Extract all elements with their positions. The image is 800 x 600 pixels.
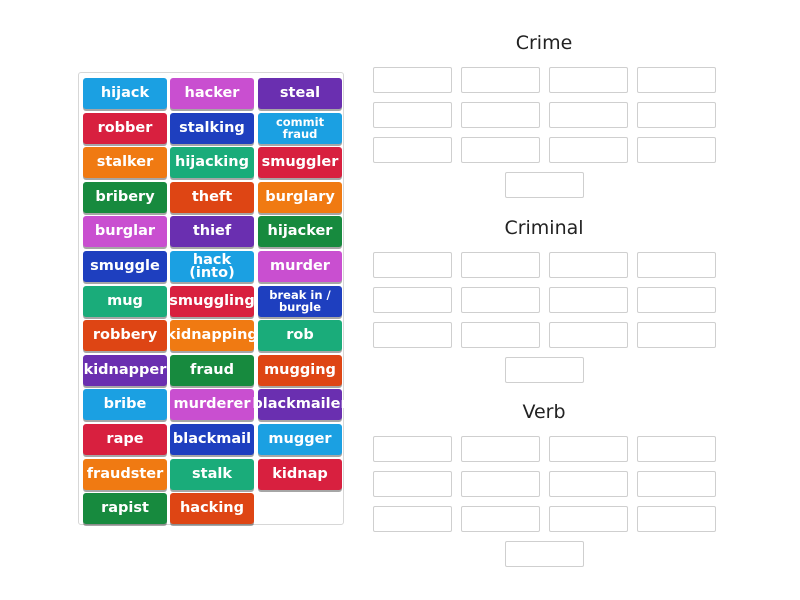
drop-slot-crime[interactable]: [373, 137, 452, 163]
drop-slot-verb[interactable]: [373, 436, 452, 462]
tile-steal[interactable]: steal: [258, 78, 342, 109]
drop-slot-crime[interactable]: [637, 102, 716, 128]
tile-smuggler[interactable]: smuggler: [258, 147, 342, 179]
tile-murderer[interactable]: murderer: [170, 389, 254, 421]
drop-slot-criminal[interactable]: [373, 252, 452, 278]
tile-bribery[interactable]: bribery: [83, 181, 167, 213]
drop-slot-criminal[interactable]: [549, 252, 628, 278]
drop-slot-crime[interactable]: [505, 172, 584, 198]
tile-rape[interactable]: rape: [83, 424, 167, 455]
drop-slot-verb[interactable]: [637, 436, 716, 462]
tile-mug[interactable]: mug: [83, 285, 167, 317]
drop-slot-crime[interactable]: [637, 67, 716, 93]
tile-mugging[interactable]: mugging: [258, 354, 342, 386]
tile-blackmail[interactable]: blackmail: [170, 424, 254, 455]
drop-slot-criminal[interactable]: [461, 287, 540, 313]
tile-hacker[interactable]: hacker: [170, 78, 254, 109]
drop-slot-criminal[interactable]: [461, 322, 540, 348]
drop-slot-crime[interactable]: [549, 67, 628, 93]
drop-slot-verb[interactable]: [549, 471, 628, 497]
drop-slot-criminal[interactable]: [637, 252, 716, 278]
drop-slot-crime[interactable]: [637, 137, 716, 163]
tile-hijacker[interactable]: hijacker: [258, 216, 342, 248]
tile-fraudster[interactable]: fraudster: [83, 458, 167, 490]
drop-slot-verb[interactable]: [373, 471, 452, 497]
group-title-crime: Crime: [515, 32, 573, 54]
group-title-verb: Verb: [522, 401, 566, 423]
tile-kidnapper[interactable]: kidnapper: [83, 354, 167, 386]
drop-slot-crime[interactable]: [461, 67, 540, 93]
drop-slot-criminal[interactable]: [461, 252, 540, 278]
tile-hack-into[interactable]: hack (into): [170, 251, 254, 282]
tile-kidnap[interactable]: kidnap: [258, 458, 342, 490]
tile-blackmailer[interactable]: blackmailer: [252, 389, 348, 421]
tile-hijack[interactable]: hijack: [83, 78, 167, 109]
tile-hijacking[interactable]: hijacking: [170, 147, 254, 179]
drop-slot-verb[interactable]: [505, 541, 584, 567]
tile-kidnapping[interactable]: kidnapping: [166, 320, 258, 352]
tile-mugger[interactable]: mugger: [258, 424, 342, 455]
drop-slot-criminal[interactable]: [373, 322, 452, 348]
tile-smuggle[interactable]: smuggle: [83, 251, 167, 282]
tile-rapist[interactable]: rapist: [83, 493, 167, 525]
drop-slot-crime[interactable]: [373, 67, 452, 93]
drop-slot-crime[interactable]: [549, 137, 628, 163]
tile-burglary[interactable]: burglary: [258, 181, 342, 213]
tile-robber[interactable]: robber: [83, 112, 167, 144]
drop-slot-criminal[interactable]: [637, 287, 716, 313]
tile-rob[interactable]: rob: [258, 320, 342, 352]
drop-slot-crime[interactable]: [373, 102, 452, 128]
tile-stalker[interactable]: stalker: [83, 147, 167, 179]
drop-slot-crime[interactable]: [461, 102, 540, 128]
drop-slot-verb[interactable]: [461, 436, 540, 462]
tile-burglar[interactable]: burglar: [83, 216, 167, 248]
tile-stalking[interactable]: stalking: [170, 112, 254, 144]
drop-slot-verb[interactable]: [637, 471, 716, 497]
tile-break-in-burgle[interactable]: break in / burgle: [258, 285, 342, 317]
tile-thief[interactable]: thief: [170, 216, 254, 248]
drop-slot-verb[interactable]: [461, 506, 540, 532]
tile-murder[interactable]: murder: [258, 251, 342, 282]
drop-slot-verb[interactable]: [637, 506, 716, 532]
drop-slot-criminal[interactable]: [505, 357, 584, 383]
drop-slot-crime[interactable]: [549, 102, 628, 128]
tile-commit-fraud[interactable]: commit fraud: [258, 112, 342, 144]
tile-fraud[interactable]: fraud: [170, 354, 254, 386]
drop-slot-criminal[interactable]: [549, 287, 628, 313]
tile-smuggling[interactable]: smuggling: [169, 285, 255, 317]
tile-stalk[interactable]: stalk: [170, 458, 254, 490]
tile-bank: hijack hacker steal robber stalking commit fr…: [78, 72, 348, 525]
drop-slot-criminal[interactable]: [373, 287, 452, 313]
drop-slot-verb[interactable]: [461, 471, 540, 497]
tile-theft[interactable]: theft: [170, 181, 254, 213]
drop-slot-crime[interactable]: [461, 137, 540, 163]
drop-slot-verb[interactable]: [549, 506, 628, 532]
drop-slot-criminal[interactable]: [549, 322, 628, 348]
drop-slot-criminal[interactable]: [637, 322, 716, 348]
drop-slot-verb[interactable]: [373, 506, 452, 532]
drop-slot-verb[interactable]: [549, 436, 628, 462]
tile-hacking[interactable]: hacking: [170, 493, 254, 525]
tile-robbery[interactable]: robbery: [83, 320, 167, 352]
tile-bribe[interactable]: bribe: [83, 389, 167, 421]
group-title-criminal: Criminal: [504, 217, 584, 239]
